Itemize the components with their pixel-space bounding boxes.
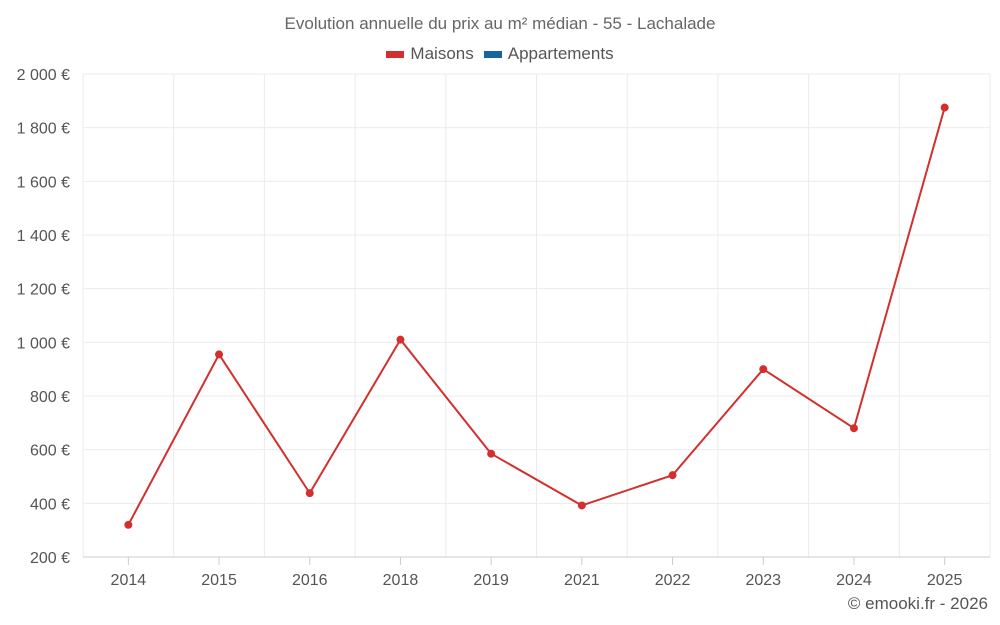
legend-label-appartements: Appartements	[507, 44, 614, 63]
y-tick-label: 2 000 €	[17, 67, 70, 84]
y-tick-label: 800 €	[30, 389, 70, 406]
data-point	[396, 335, 405, 344]
y-tick-label: 1 400 €	[17, 228, 70, 245]
data-point	[759, 365, 768, 374]
series-line-maisons	[127, 107, 946, 526]
grid-layer	[82, 73, 991, 557]
y-tick-label: 1 600 €	[17, 174, 70, 191]
x-tick-label: 2018	[383, 572, 419, 589]
chart-legend: Maisons Appartements	[0, 44, 1000, 64]
chart-title: Evolution annuelle du prix au m² médian …	[284, 14, 716, 33]
data-point	[668, 471, 677, 480]
legend-item-appartements[interactable]: Appartements	[483, 44, 614, 64]
data-point	[487, 449, 496, 458]
data-point	[577, 501, 586, 510]
y-tick-label: 1 000 €	[17, 335, 70, 352]
x-tick-label: 2015	[201, 572, 237, 589]
data-point	[124, 520, 133, 529]
x-tick-label: 2021	[564, 572, 600, 589]
x-tick-label: 2023	[745, 572, 781, 589]
legend-swatch-maisons	[386, 50, 405, 58]
y-tick-label: 1 800 €	[17, 121, 70, 138]
y-tick-label: 600 €	[30, 443, 70, 460]
x-tick-label: 2022	[655, 572, 691, 589]
y-tick-label: 1 200 €	[17, 282, 70, 299]
data-point	[305, 489, 314, 498]
data-point	[215, 350, 224, 359]
credit-text: © emooki.fr - 2026	[847, 594, 988, 613]
data-point	[849, 424, 858, 433]
y-tick-label: 400 €	[30, 496, 70, 513]
data-point	[940, 103, 949, 112]
legend-label-maisons: Maisons	[410, 44, 474, 63]
y-tick-label: 200 €	[30, 550, 70, 567]
legend-swatch-appartements	[483, 50, 502, 58]
x-tick-label: 2024	[836, 572, 872, 589]
legend-item-maisons[interactable]: Maisons	[386, 44, 474, 64]
x-tick-label: 2019	[473, 572, 509, 589]
x-tick-label: 2025	[927, 572, 963, 589]
axis-layer: 200 € 400 € 600 € 800 € 1 000 € 1 200 € 1 400 …	[17, 67, 990, 589]
x-tick-label: 2016	[292, 572, 328, 589]
x-tick-label: 2014	[111, 572, 147, 589]
series-layer	[124, 103, 949, 529]
